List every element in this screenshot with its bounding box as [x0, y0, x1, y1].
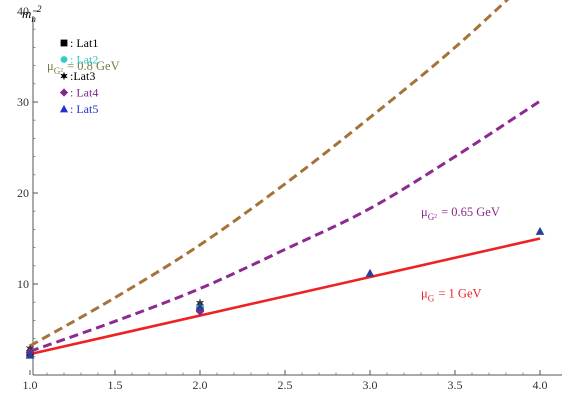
legend-label-0: : Lat1 — [70, 36, 98, 50]
x-tick-label: 3.5 — [448, 378, 463, 392]
y-tick-label: 10 — [17, 277, 29, 291]
legend-marker-0 — [60, 39, 68, 47]
series-annotation-1: μG² = 0.65 GeV — [421, 205, 500, 222]
annotation-layer: μG² = 0.8 GeV μG² = 0.65 GeV μG = 1 GeV — [47, 59, 500, 304]
legend-marker-4 — [59, 104, 69, 113]
y-tick-label: 30 — [17, 95, 29, 109]
series-line-2 — [29, 237, 541, 356]
legend-label-3: : Lat4 — [70, 86, 98, 100]
y-tick-label: 20 — [17, 186, 29, 200]
series-annotation-0: μG² = 0.8 GeV — [47, 59, 120, 76]
legend-label-4: : Lat5 — [70, 102, 98, 116]
x-tick-label: 2.0 — [193, 378, 208, 392]
legend: : Lat1 : Lat2 :Lat3 : Lat4 : Lat5 — [59, 36, 98, 116]
series-layer — [29, 0, 541, 356]
legend-label-1: : Lat2 — [70, 53, 98, 67]
points-layer — [25, 226, 545, 359]
y-axis-label: mn 2 — [22, 4, 43, 24]
legend-label-2: :Lat3 — [70, 69, 95, 83]
data-point-lat5 — [535, 226, 545, 235]
legend-marker-3 — [59, 88, 69, 97]
data-point-lat5 — [365, 268, 375, 277]
series-line-1 — [29, 99, 541, 353]
data-point-lat5 — [195, 302, 205, 311]
legend-marker-2 — [60, 71, 68, 81]
y-tick-label: 40 — [17, 4, 29, 18]
x-tick-label: 4.0 — [533, 378, 548, 392]
x-tick-label: 3.0 — [363, 378, 378, 392]
legend-marker-1 — [60, 56, 68, 63]
x-tick-label: 2.5 — [278, 378, 293, 392]
x-tick-label: 1.5 — [108, 378, 123, 392]
series-annotation-2: μG = 1 GeV — [421, 287, 482, 304]
series-line-0 — [29, 0, 510, 348]
x-tick-label: 1.0 — [23, 378, 38, 392]
data-point-lat5 — [25, 350, 35, 359]
